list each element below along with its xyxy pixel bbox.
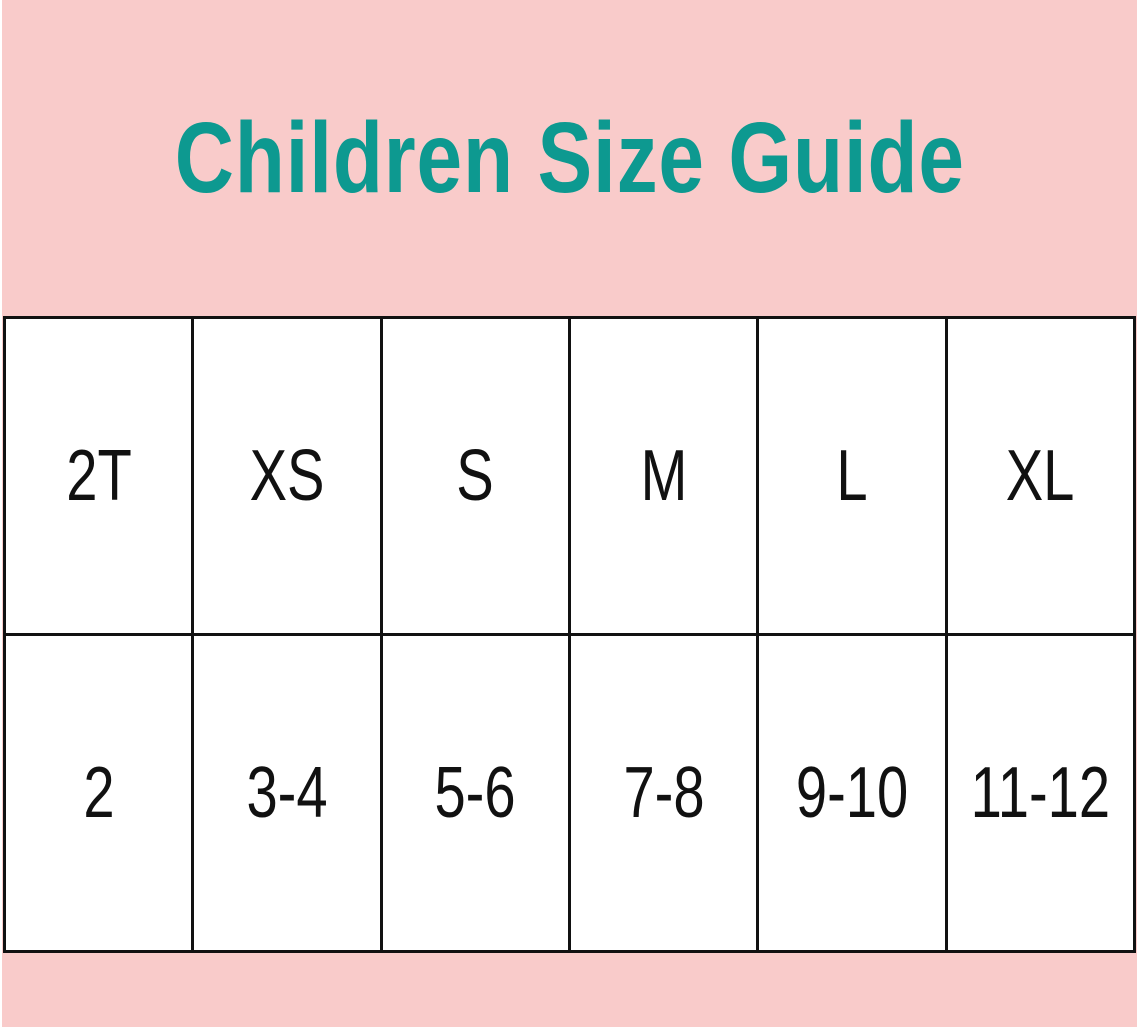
age-label: 2 (83, 753, 115, 833)
size-label: 2T (65, 436, 132, 516)
age-cell: 7-8 (567, 633, 760, 953)
age-label: 3-4 (246, 753, 328, 833)
table-row-ages: 2 3-4 5-6 7-8 9-10 11-12 (2, 633, 1137, 953)
age-cell: 9-10 (756, 633, 948, 953)
size-label: L (836, 436, 868, 516)
age-label: 5-6 (434, 753, 516, 833)
size-cell: S (379, 316, 571, 636)
size-label: M (640, 436, 688, 516)
age-cell: 11-12 (944, 633, 1137, 953)
size-label: XL (1005, 436, 1075, 516)
age-label: 9-10 (795, 753, 909, 833)
size-cell: L (756, 316, 948, 636)
size-cell: XL (944, 316, 1137, 636)
age-cell: 3-4 (191, 633, 383, 953)
size-label: XS (249, 436, 325, 516)
size-cell: XS (191, 316, 383, 636)
table-row-sizes: 2T XS S M L XL (2, 316, 1137, 636)
age-label: 7-8 (623, 753, 705, 833)
size-table: 2T XS S M L XL 2 3-4 5-6 7-8 9-10 11-12 (2, 316, 1137, 953)
age-cell: 2 (2, 633, 195, 953)
page-title: Children Size Guide (0, 98, 1140, 218)
size-cell: M (567, 316, 760, 636)
age-cell: 5-6 (379, 633, 571, 953)
size-label: S (456, 436, 495, 516)
title-text: Children Size Guide (174, 102, 966, 214)
age-label: 11-12 (970, 753, 1111, 833)
size-cell: 2T (2, 316, 195, 636)
